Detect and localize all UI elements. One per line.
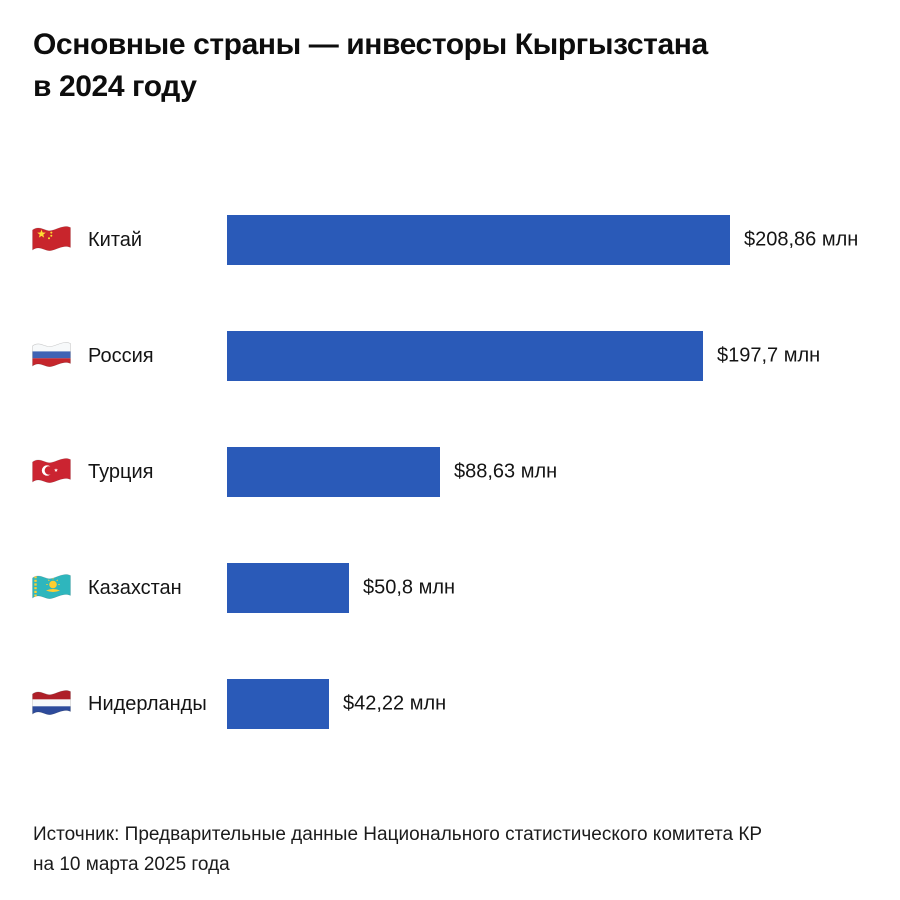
value-bar: [227, 679, 329, 729]
country-label: Россия: [88, 344, 154, 367]
source-line2: на 10 марта 2025 года: [33, 854, 230, 875]
country-cell: Россия: [29, 339, 154, 373]
table-row: Турция $88,63 млн: [0, 447, 900, 497]
source-note: Источник: Предварительные данные Национа…: [33, 820, 762, 880]
country-cell: Казахстан: [29, 571, 182, 605]
country-label: Казахстан: [88, 576, 182, 599]
page-title-line1: Основные страны — инвесторы Кыргызстана: [33, 28, 708, 61]
table-row: Китай $208,86 млн: [0, 215, 900, 265]
value-bar: [227, 563, 349, 613]
turkey-flag-icon: [32, 458, 71, 483]
bar-value: $50,8 млн: [363, 576, 456, 599]
country-label: Китай: [88, 228, 143, 251]
table-row: Нидерланды $42,22 млн: [0, 679, 900, 729]
country-cell: Турция: [29, 455, 153, 489]
russia-flag-icon: [32, 342, 71, 367]
value-bar: [227, 331, 703, 381]
value-bar: [227, 447, 440, 497]
table-row: Россия $197,7 млн: [0, 331, 900, 381]
netherlands-flag-icon: [32, 690, 71, 715]
source-line1: Источник: Предварительные данные Национа…: [33, 824, 763, 845]
bar-value: $88,63 млн: [454, 460, 558, 483]
bar-value: $42,22 млн: [343, 692, 447, 715]
page-title: Основные страны — инвесторы Кыргызстана …: [33, 24, 708, 108]
bar-value: $197,7 млн: [717, 344, 821, 367]
bar-value: $208,86 млн: [744, 228, 859, 251]
table-row: Казахстан $50,8 млн: [0, 563, 900, 613]
country-label: Нидерланды: [88, 692, 207, 715]
country-label: Турция: [88, 460, 154, 483]
kazakhstan-flag-icon: [32, 574, 71, 599]
china-flag-icon: [32, 226, 71, 251]
value-bar: [227, 215, 730, 265]
page-title-line2: в 2024 году: [33, 70, 197, 103]
bar-chart: Китай $208,86 млн Россия $197,7 млн: [0, 215, 900, 795]
country-cell: Нидерланды: [29, 687, 207, 721]
country-cell: Китай: [29, 223, 142, 257]
